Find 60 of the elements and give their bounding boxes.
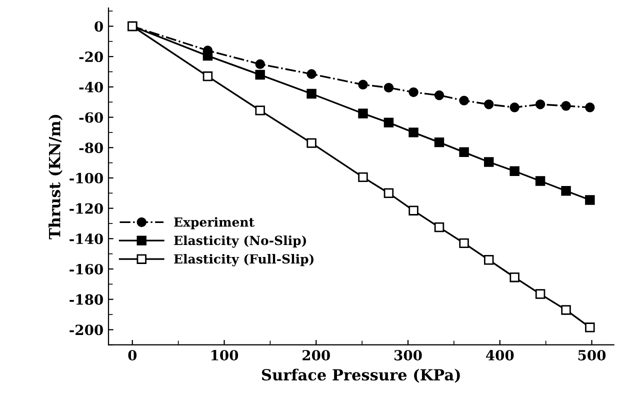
point xyxy=(408,87,418,98)
point xyxy=(535,100,546,110)
point xyxy=(585,102,595,112)
point xyxy=(255,59,265,70)
point xyxy=(510,272,520,282)
y-tick-label: 0 xyxy=(94,21,103,32)
point xyxy=(585,322,595,332)
point xyxy=(255,70,265,80)
point xyxy=(255,106,265,116)
point xyxy=(358,80,368,90)
point xyxy=(561,186,571,196)
y-tick-label: -200 xyxy=(70,324,103,336)
point xyxy=(306,138,316,148)
point xyxy=(561,101,571,111)
legend-label: Elasticity (No-Slip) xyxy=(174,235,306,248)
y-tick-label: -180 xyxy=(70,294,103,305)
point xyxy=(510,166,520,176)
point xyxy=(535,176,546,186)
point xyxy=(484,100,494,110)
point xyxy=(306,69,316,79)
point xyxy=(358,172,368,182)
point xyxy=(535,289,546,299)
point xyxy=(434,222,444,232)
point xyxy=(408,206,418,216)
point xyxy=(434,90,444,100)
point xyxy=(434,137,444,148)
point xyxy=(384,82,394,93)
y-tick-label: -80 xyxy=(79,142,103,154)
point xyxy=(384,118,394,128)
y-tick-label: -100 xyxy=(70,172,103,184)
y-axis-title: Thrust (KN/m) xyxy=(48,114,63,240)
point xyxy=(459,238,469,248)
point xyxy=(202,50,213,61)
x-tick-label: 0 xyxy=(128,350,137,360)
y-tick-label: -160 xyxy=(70,264,103,274)
point xyxy=(510,102,520,112)
x-tick-label: 200 xyxy=(302,350,330,360)
legend-label: Experiment xyxy=(174,217,254,230)
point xyxy=(358,108,368,118)
y-tick-label: -140 xyxy=(70,234,103,244)
point xyxy=(384,188,394,198)
point xyxy=(202,71,213,82)
point xyxy=(484,157,494,167)
point xyxy=(561,305,571,315)
y-tick-label: -60 xyxy=(79,112,103,123)
legend-label: Elasticity (Full-Slip) xyxy=(174,254,314,266)
point xyxy=(408,128,418,138)
point xyxy=(306,88,316,99)
x-tick-label: 100 xyxy=(211,350,238,360)
point xyxy=(459,147,469,158)
point xyxy=(459,96,469,106)
point xyxy=(585,195,595,205)
x-axis-title: Surface Pressure (KPa) xyxy=(262,368,460,383)
y-tick-label: -120 xyxy=(70,203,103,214)
point xyxy=(484,255,494,265)
x-tick-label: 300 xyxy=(394,350,422,360)
x-tick-label: 400 xyxy=(486,350,514,360)
y-tick-label: -40 xyxy=(79,82,103,92)
y-tick-label: -20 xyxy=(79,52,103,62)
x-tick-label: 500 xyxy=(578,350,606,360)
